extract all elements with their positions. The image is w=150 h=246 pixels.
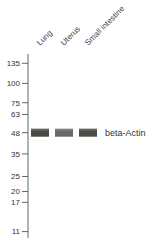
svg-text:100: 100 [8, 79, 21, 88]
svg-text:beta-Actin: beta-Actin [105, 128, 142, 138]
svg-text:17: 17 [11, 198, 20, 207]
svg-text:48: 48 [11, 129, 20, 138]
svg-text:135: 135 [8, 59, 21, 68]
svg-text:63: 63 [11, 110, 20, 119]
svg-text:25: 25 [11, 172, 20, 181]
svg-text:20: 20 [11, 187, 20, 196]
svg-text:Uterus: Uterus [59, 24, 82, 47]
svg-text:11: 11 [12, 227, 21, 236]
svg-text:Lung: Lung [35, 28, 54, 47]
svg-text:35: 35 [11, 150, 20, 159]
svg-text:Small intestine: Small intestine [83, 4, 127, 48]
svg-text:75: 75 [11, 99, 20, 108]
